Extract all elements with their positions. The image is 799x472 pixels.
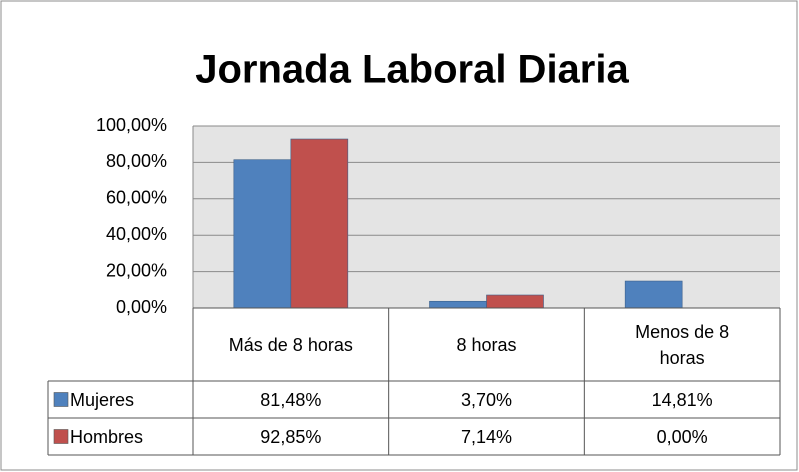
bar <box>429 300 487 309</box>
y-tick-label: 0,00% <box>116 297 167 317</box>
x-tick-label: Menos de 8 horas <box>635 321 730 368</box>
legend-label: Hombres <box>70 426 144 447</box>
bar <box>624 280 683 309</box>
legend-swatch <box>53 392 69 407</box>
x-tick-label: 8 horas <box>456 334 517 355</box>
bar <box>486 294 544 309</box>
chart-title: Jornada Laboral Diaria <box>195 48 629 92</box>
y-tick-label: 100,00% <box>96 115 167 135</box>
table-value: 14,81% <box>651 389 713 410</box>
x-tick-label: Más de 8 horas <box>228 334 353 355</box>
table-value: 81,48% <box>260 389 322 410</box>
bar <box>233 159 292 309</box>
bar <box>290 138 349 309</box>
table-value: 92,85% <box>260 426 322 447</box>
table-value: 7,14% <box>460 426 512 447</box>
legend-label: Mujeres <box>70 389 135 410</box>
table-value: 0,00% <box>656 426 708 447</box>
y-tick-label: 20,00% <box>106 260 167 280</box>
y-tick-label: 80,00% <box>106 151 167 171</box>
y-tick-label: 60,00% <box>106 188 167 208</box>
legend-swatch <box>53 429 69 444</box>
y-tick-label: 40,00% <box>106 224 167 244</box>
table-value: 3,70% <box>460 389 512 410</box>
